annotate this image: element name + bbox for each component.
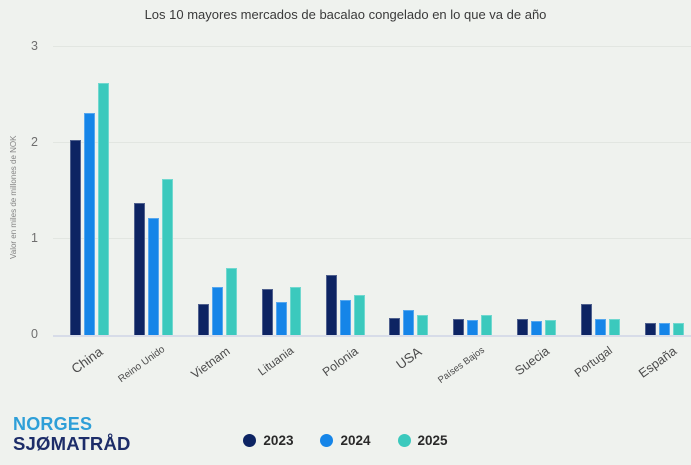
category-slot: USA (372, 47, 436, 372)
logo-line-1: NORGES (13, 414, 93, 434)
bar-2025 (417, 314, 429, 335)
x-axis-label: Reino Unido (116, 344, 168, 386)
bar-2023 (644, 322, 656, 335)
bar-group (453, 314, 493, 335)
bar-2023 (453, 318, 465, 335)
bar-2025 (289, 287, 301, 335)
bar-2024 (594, 318, 606, 335)
bar-2024 (211, 287, 223, 335)
bar-2025 (98, 83, 110, 335)
x-axis-label: USA (393, 344, 425, 373)
category-slot: China (53, 47, 117, 376)
bar-group (389, 310, 429, 335)
bar-2025 (162, 179, 174, 335)
legend-swatch-icon (397, 434, 411, 447)
legend-item-2025: 2025 (397, 433, 448, 448)
x-axis-label: China (68, 344, 106, 377)
bar-2024 (658, 323, 670, 335)
x-axis-label: Polonia (319, 344, 361, 380)
bar-2024 (403, 310, 415, 335)
bar-group (70, 83, 110, 335)
legend-label: 2024 (340, 433, 371, 448)
bar-2025 (544, 319, 556, 335)
bar-2025 (353, 294, 365, 335)
bar-2023 (261, 288, 273, 335)
gridline (53, 142, 691, 143)
legend-item-2023: 2023 (243, 433, 293, 448)
norges-sjomatrad-logo: NORGES SJØMATRÅD (13, 414, 131, 454)
bar-groups: China Reino Unido Vietnam Lituania Polonia US… (53, 47, 691, 385)
legend: 2023 2024 2025 (0, 433, 691, 448)
bar-2023 (197, 304, 209, 335)
legend-item-2024: 2024 (320, 433, 371, 448)
bar-2025 (672, 322, 684, 335)
category-slot: Países Bajos (435, 47, 500, 385)
bar-group (325, 275, 365, 335)
bar-2024 (275, 302, 287, 335)
y-tick-label: 2 (31, 135, 38, 149)
bar-group (261, 287, 301, 335)
bar-group (644, 322, 684, 335)
legend-label: 2025 (417, 433, 448, 448)
category-slot: Reino Unido (116, 47, 181, 385)
y-tick-label: 0 (31, 327, 38, 341)
category-slot: Lituania (244, 47, 308, 378)
category-slot: Polonia (308, 47, 372, 379)
y-tick-label: 3 (31, 39, 38, 53)
bar-2023 (580, 304, 592, 335)
x-axis-label: Vietnam (188, 344, 233, 382)
chart-title: Los 10 mayores mercados de bacalao conge… (144, 7, 547, 22)
bar-group (516, 318, 556, 335)
bar-group (580, 304, 620, 335)
x-axis-label: Suecia (512, 344, 552, 379)
x-axis-label: Portugal (572, 344, 615, 380)
x-axis-label: Países Bajos (435, 344, 487, 386)
category-slot: España (627, 47, 691, 381)
bar-2024 (530, 320, 542, 335)
legend-label: 2023 (263, 433, 294, 448)
x-axis-label: Lituania (255, 344, 296, 379)
x-axis-line (53, 335, 691, 337)
legend-swatch-icon (320, 434, 334, 447)
bar-2025 (608, 318, 620, 335)
category-slot: Suecia (500, 47, 564, 378)
bar-2024 (84, 113, 96, 335)
legend-swatch-icon (243, 434, 257, 447)
plot-area: China Reino Unido Vietnam Lituania Polonia US… (53, 46, 691, 385)
bar-group (134, 179, 174, 335)
x-axis-label: España (636, 344, 680, 381)
gridline (53, 46, 691, 47)
bar-2023 (516, 318, 528, 335)
category-slot: Vietnam (181, 47, 245, 381)
bar-2024 (339, 300, 351, 335)
gridline (53, 238, 691, 239)
bar-2024 (467, 319, 479, 335)
bar-2024 (148, 217, 160, 335)
category-slot: Portugal (563, 47, 627, 380)
bar-2023 (70, 140, 82, 335)
bar-2025 (225, 267, 237, 335)
y-tick-label: 1 (31, 231, 38, 245)
logo-line-2: SJØMATRÅD (13, 433, 131, 454)
bar-group (197, 267, 237, 335)
bar-2023 (389, 317, 401, 335)
bar-2023 (134, 202, 146, 335)
bar-2025 (481, 314, 493, 335)
bar-2023 (325, 275, 337, 335)
